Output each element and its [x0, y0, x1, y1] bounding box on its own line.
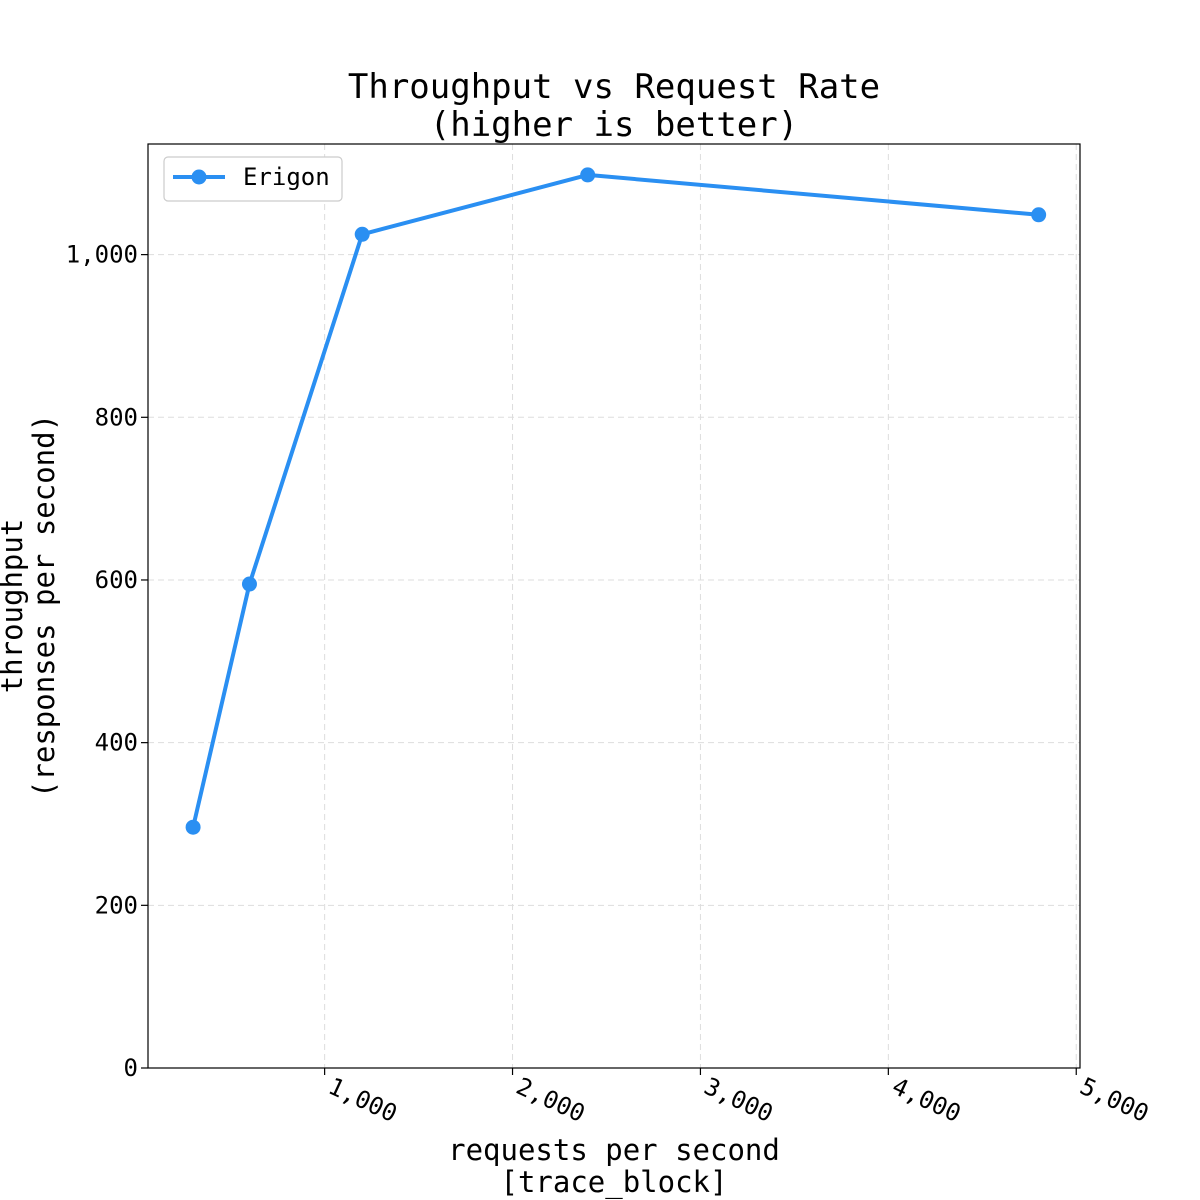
y-tick-label: 200: [95, 891, 138, 919]
chart-title: Throughput vs Request Rate: [348, 67, 880, 107]
y-tick-label: 0: [124, 1054, 138, 1082]
data-point: [241, 576, 257, 592]
x-tick-label: 2,000: [512, 1072, 589, 1128]
data-point: [1031, 207, 1047, 223]
x-axis-label: requests per second: [448, 1133, 780, 1167]
x-tick-label: 5,000: [1076, 1072, 1153, 1128]
legend-label: Erigon: [243, 163, 330, 191]
series-layer: [185, 167, 1047, 835]
y-axis-sublabel: (responses per second): [27, 414, 61, 798]
data-point: [185, 819, 201, 835]
y-axis-label: throughput: [0, 519, 29, 694]
chart-subtitle: (higher is better): [430, 105, 798, 145]
y-tick-label: 800: [95, 403, 138, 431]
legend-marker: [191, 169, 207, 185]
grid: [148, 144, 1080, 1068]
legend: Erigon: [163, 156, 343, 202]
x-axis-ticks: 1,000 2,000 3,000 4,000 5,000: [324, 1068, 1153, 1128]
legend-box: [163, 156, 343, 202]
x-tick-label: 1,000: [324, 1072, 401, 1128]
data-point: [354, 226, 370, 242]
x-tick-label: 3,000: [700, 1072, 777, 1128]
x-tick-label: 4,000: [888, 1072, 965, 1128]
y-tick-label: 400: [95, 729, 138, 757]
y-axis-ticks: 0 200 400 600 800 1,000: [66, 241, 148, 1082]
y-tick-label: 600: [95, 566, 138, 594]
plot-frame: [147, 143, 1081, 1069]
series-line: [191, 172, 1039, 828]
x-axis-sublabel: [trace_block]: [501, 1165, 728, 1200]
data-point: [580, 167, 596, 183]
y-tick-label: 1,000: [66, 241, 138, 269]
